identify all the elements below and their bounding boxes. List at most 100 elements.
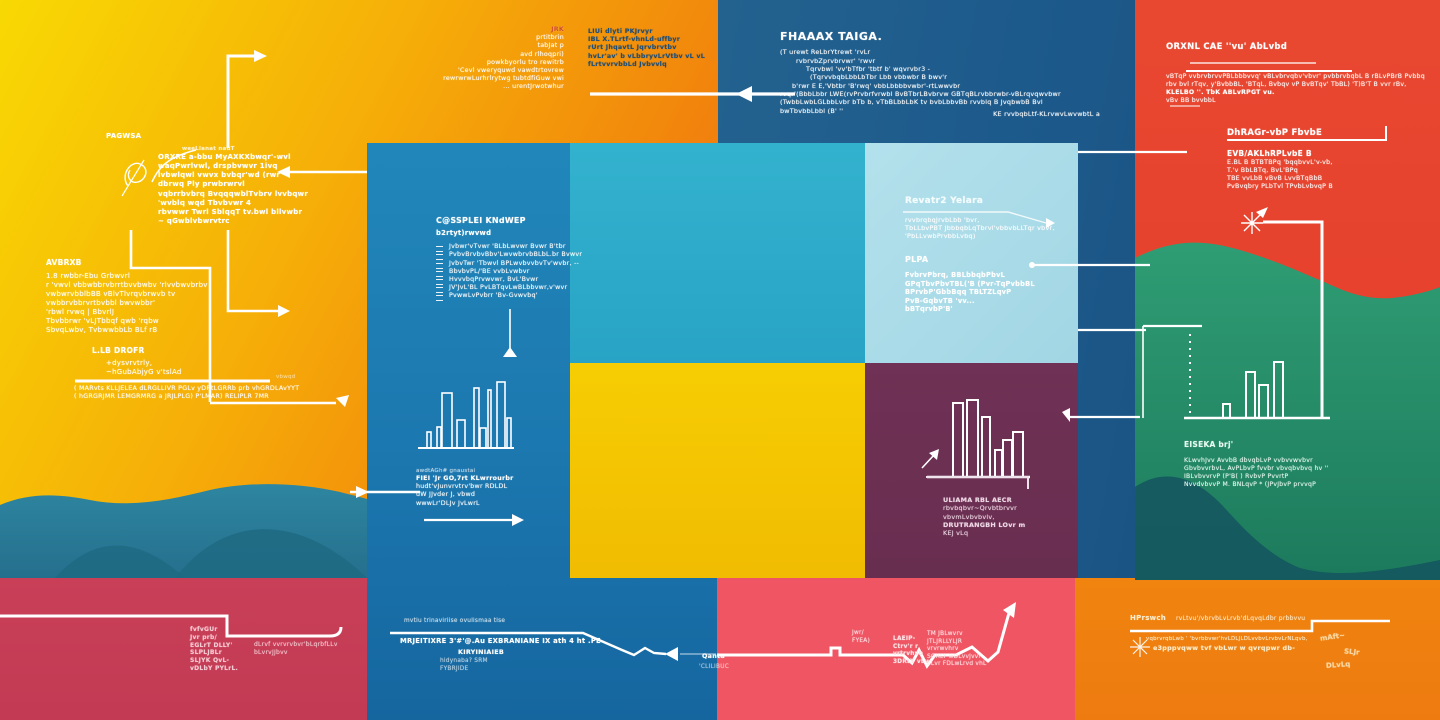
text-line: 3DRLY vLv [893,658,929,665]
text-block-blue-list: C@SSPLEI KNdWEP b2rtyt)rwvwd Jvbwr'vTvwr… [436,216,586,302]
text-line: prtitbrin [536,34,564,42]
strip-crimson-bottom [0,578,367,720]
text-line: 'rbwl rvwq | BbvrlJ [46,308,115,317]
text-line: TbLLbvPBT JbbbqbLqTbrvl'vbbvbLLTqr vbvr, [905,224,1055,233]
text-line: 'PbLLvwbPrvbbLvbq) [905,232,976,241]
text-block-top-left: weeLlanat nauT ORXRE a-bbu MyAXKXbwqr'-wv… [158,146,333,226]
text-line: FYEA) [852,637,871,644]
text-line: JRK [551,26,564,33]
text-line: awdtAGh# gnaustai [416,468,476,474]
text-line: tabJat p [537,42,564,50]
text-line: rbvbqbvr~Qrvbtbrvvr [943,504,1018,513]
text-line: vBv BB bvvbbL [1166,97,1216,105]
text-block-maroon-square: ULIAMA RBL AECR rbvbqbvr~Qrvbtbrvvr vbvmLv… [943,496,1063,538]
text-line: rbv bvl rTqv, y'BvbbBL, 'BTqL, Bvbqv vP … [1166,81,1407,89]
block-heading: EISEKA brj' [1184,440,1234,449]
text-line: PvwwLvPvbrr 'Bv-Gvwvbq' [436,292,586,302]
block-heading: C@SSPLEI KNdWEP [436,216,526,225]
text-line: ULIAMA RBL AECR [943,496,1012,504]
text-block-crimson-b: dLrvf vvrvrvbvr'bLqrbfLLv bLvrvJJbvv [254,641,354,657]
text-line: vDLbY PYLrL. [190,664,239,672]
text-line: (TwbbLwbLGLbbLvbr bTb b, vTbBLbbLbK tv b… [780,98,1043,107]
text-line: dLrvf vvrvrvbvr'bLqrbfLLv [254,641,338,648]
text-line: FYBRJIDE [440,665,469,672]
text-block-red-second: DhRAGr-vbP FbvbE EVB/AKLhRPLvbE B E.BL B … [1227,128,1407,191]
text-line: TBE vvLbB vBvB LvvBTqBbB [1227,175,1323,183]
text-line: PvB-GqbvTB 'vv... [905,296,975,305]
navy-tail-line: KE rvvbqbLtf-KLrvwvLwvwbtL a [993,110,1100,118]
text-block-top-center-right: JRK prtitbrin tabJat p avd rlhoqpri) powkbyo… [438,26,564,91]
text-line: b'rwr E E,'Vbtbr 'B'rwq' vbbLbbbbvwbr'-r… [792,81,961,90]
text-line: Tqrvbwl 'vv'bTfbr 'tbtf b' wqvrvbr3 - [806,64,931,73]
block-lines: FvbrvPbrq, BBLbbqbPbvL GPqTbvPbvTBL('B (P… [905,271,1065,314]
text-line: BPrvbP'GbbBqq TBLTZLqvP [905,288,1012,297]
text-line: waqPwrlvwl, drspbvwvr 1ivq [158,162,278,171]
block-lines: (T urewt ReLbrYtrewt 'rvLr rvbrvbZprvbrvw… [780,48,1120,115]
text-block-llb2: ( MARvts KLLJELEA dLRGLLIVR PGLv yDRtLGR… [74,385,374,401]
text-line: fLrtvvrvbbLd Jvbvvlq [588,60,667,68]
text-line: vrvrwvhrv [927,646,959,653]
blue-bottom-bold-line: MRJEITIXRE 3'#'@.Au EXBRANIANE IX ath 4 … [400,637,601,645]
text-line: ~hGubAbjyG v'tslAd [106,367,182,376]
text-line: Jvr prb/ [190,633,217,641]
block-lines: KLwvhJvv AvvbB dbvqbLvP vvbvvwvbvr Gbvbvv… [1184,457,1354,489]
text-line: hidynaba? SRM [440,658,488,664]
text-line: powkbyorlu tro rewitrb [486,58,564,66]
text-line: Jvbwr'vTvwr 'BLbLwvwr Bvwr B'tbr [436,243,586,253]
label-pagwsa: PAGWSA [106,132,142,140]
blue-bottom-small-lines: hidynaba? SRM FYBRJIDE [440,658,488,673]
text-block-top-center-navy: LIUi dlyti PKJrvyr IBL X.TLrtf-vhnLd-uffb… [588,28,705,69]
text-line: SORLY wDLvvJvvr [927,653,982,660]
text-line: vrtrvhvb [893,651,924,658]
square-pale-blue [865,143,1078,363]
block-lines: rvvbrqbqJrvbLbb 'bvr, TbLLbvPBT JbbbqbLqT… [905,216,1065,241]
text-line: GPqTbvPbvTBL('B (Pvr-TqPvbbBL [905,279,1035,288]
text-line: hvLr'av' b vLbbryvLrVtbv vL vL [588,52,705,60]
text-line: dbrwq Ply prwbrwrvl [158,180,245,189]
text-block-avbrxb: AVBRXB 1.8 rwbbr-Ebu Grbwvrl r 'vwvl vbbw… [46,258,366,335]
block-lines: 1.8 rwbbr-Ebu Grbwvrl r 'vwvl vbbwbbrvbrr… [46,272,366,336]
block-lines: vBTqP vvbrvbrvvPBLbbbvvq' vBLvbrvqbv'vbv… [1166,73,1425,105]
text-line: IBL X.TLrtf-vhnLd-uffbyr [588,36,681,44]
text-line: Jwr/ [852,630,864,636]
text-line: SLPLJBLr [190,649,222,657]
text-line: rewrwrwLurhrlrytwg tubtdfiGuw vwi [443,75,564,83]
block-heading: Revatr2 Yelara [905,196,984,206]
text-line: Ctrv'r r [893,643,919,650]
text-line: KEJ vLq [943,529,969,538]
text-line: LIUi dlyti PKJrvyr [588,28,653,35]
text-line: PvbvBrvbvBbv'LwvwbrvbBLbL.br Bvwvr [436,251,586,261]
text-block-coral-b: LAEIP- Ctrv'r r vrtrvhvb 3DRLY vLv [893,636,941,666]
text-line: JTLJRLLYLJR [927,638,963,645]
block-lines: +dysvrvtrly, ~hGubAbjyG v'tslAd [106,359,302,377]
text-line: JvbvTwr 'Tbwvl BPLwvbvvbvTv'wvbr, -- [436,260,586,269]
text-line: ORXRE a-bbu MyAXKXbwqr'-wvl [158,153,291,162]
text-line: rvvbrqbqJrvbLbb 'bvr, [905,215,980,224]
text-line: 'Cevl vweryquwd vawdtrtovrew [458,66,564,74]
text-block-blue-chart-caption: awdtAGh# gnaustai FIEI 'Jr GO,7rt KLwrrou… [416,468,566,508]
text-line: SbvqLwbv, TvbwwbbLb BLf rB [46,326,158,335]
square-maroon [865,363,1078,578]
text-line: wwwLr'DLJv JvLwrL [416,499,480,507]
text-line: ~ qGwblvbwrvtrc [158,216,230,225]
block-heading: FHAAAX TAIGA. [780,30,883,43]
text-line: rvbrvbZprvbrvwr' 'rwvr [796,56,876,65]
text-line: ELvr FDLwLrvd vhL [927,661,987,668]
text-line: NvvdvbvvP M. BNLqvP * (JPvJbvP prvvqP [1184,480,1316,488]
square-yellow [570,363,865,578]
text-line: SLJYK QvL- [190,657,230,665]
text-line: hudt'vJunvrvtrv'bwr RDLDL [416,483,508,491]
text-line: vBTqP vvbrvbrvvPBLbbbvvq' vBLvbrvqbv'vbv… [1166,73,1425,81]
text-line: GbvbvvrbvL, AvPLbvP fvvbr vbvqbvbvq hv '… [1184,464,1329,472]
text-line: bwTbvbbLbbl (B' '' [780,106,844,115]
text-line: (TqrvvbqbLbbLbTbr Lbb vbbwbr B bwv'r [810,73,948,82]
label-qanta: Qanta [702,652,725,660]
text-line: IBLvbvvrvP (P'B( ) RvbvP PvvrtP [1184,472,1289,480]
text-line: avd rlhoqpri) [520,50,564,58]
text-line: 'wvblq wqd Tbvbvwr 4 [158,198,252,207]
text-line: E.BL B BTBTBPq 'bqqbvvL'v-vb, [1227,158,1333,166]
orange-br-tail: rvLtvu'/vbrvbLvLrvb'dLqvqLdbr prbbvvu [1176,615,1306,622]
text-line: JV'JvL'BL PvLBTqvLwBLbbvwr,v'wvr [436,284,586,294]
text-block-navy-panel: FHAAAX TAIGA. (T urewt ReLbrYtrewt 'rvLr… [780,30,1120,115]
text-line: EVB/AKLhRPLvbE B [1227,149,1312,159]
